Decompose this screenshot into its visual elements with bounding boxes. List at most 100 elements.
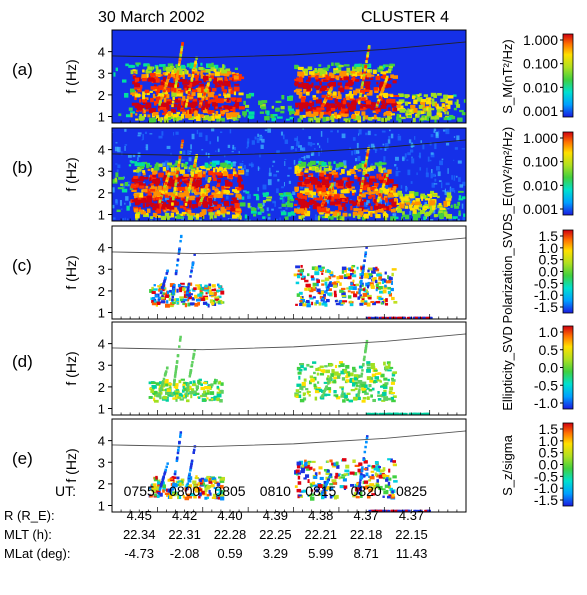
svd-cell [203,286,209,290]
streak-cell [364,162,368,166]
spectrogram-cell [203,204,209,208]
svd-cell [180,299,186,303]
svd-cell [372,381,376,384]
spectrogram-cell [221,89,225,92]
streak-cell [162,187,166,191]
noise-speck [451,175,453,180]
spectrogram-cell [329,97,333,101]
noise-speck [295,148,297,152]
svd-cell [193,484,198,489]
spectrogram-cell [375,214,381,219]
svd-cell [321,272,324,275]
svd-cell [349,303,354,307]
gyrofrequency-curve [112,41,466,59]
spectrogram-cell [317,215,321,221]
spectrogram-cell [294,189,299,193]
spectrogram-cell [353,166,357,169]
svd-cell [217,394,221,397]
spectrogram-cell [423,108,427,111]
noise-speck [441,158,444,161]
y-tick-label: 3 [98,262,105,277]
spectrogram-cell [157,163,163,168]
streak-cell [363,68,367,72]
streak-cell [361,369,364,372]
svd-cell [212,299,216,304]
spectrogram-cell [388,204,393,208]
spectrogram-cell [200,70,206,73]
streak-cell [379,193,382,197]
spectrogram-cell [341,202,346,207]
noise-speck [442,190,446,192]
svd-cell [175,389,180,392]
spectrogram-cell [185,113,191,119]
svd-cell [320,369,326,373]
noise-speck [198,132,203,137]
spectrogram-cell [172,203,179,206]
spectrogram-cell [187,96,194,99]
svd-cell [331,479,337,483]
svd-cell [364,275,370,279]
spectrogram-cell [294,186,299,191]
svd-cell [153,284,156,287]
svd-cell [198,378,202,382]
spectrogram-cell [377,73,380,78]
svd-cell [297,371,302,375]
svd-cell [298,494,302,497]
streak-cell [330,87,333,91]
streak-cell [380,187,384,191]
spectrogram-cell [368,177,375,182]
svd-cell [214,296,220,299]
streak-cell [189,369,193,372]
spectrogram-cell [148,184,152,187]
spectrogram-cell [205,97,208,100]
svd-cell [321,389,325,393]
spectrogram-cell [300,215,304,220]
spectrogram-cell [303,105,308,109]
streak-cell [163,280,166,284]
spectrogram-cell [163,91,168,94]
spectrogram-cell [339,193,344,199]
noise-speck [349,147,351,150]
noise-speck [292,191,296,196]
y-axis-label: f (Hz) [63,157,79,191]
svd-cell [353,492,358,496]
spectrogram-cell [146,195,150,200]
spectrogram-cell [308,71,314,75]
streak-cell [162,283,165,287]
spectrogram-cell [124,181,129,187]
spectrogram-cell [369,210,375,214]
svd-cell [304,279,309,283]
noise-speck [404,153,407,158]
svd-cell [384,284,387,288]
spectrogram-cell [302,68,308,72]
spectrogram-cell [429,104,432,108]
spectrogram-cell [208,63,212,68]
panel-frame [111,127,467,222]
spectrogram-cell [357,214,361,220]
spectrogram-cell [310,73,317,78]
noise-speck [229,129,232,134]
spectrogram-cell [195,77,199,82]
spectrogram-cell [177,67,183,73]
svd-cell [296,383,302,387]
svd-cell [367,464,371,467]
spectrogram-cell [424,212,431,217]
spectrogram-cell [142,203,146,208]
spectrogram-cell [331,62,334,66]
noise-speck [441,182,443,189]
spectrogram-cell [204,101,210,106]
y-tick-label: 1 [98,306,105,321]
spectrogram-cell [167,99,173,104]
svd-cell [177,481,182,484]
svd-cell [382,475,386,480]
streak-cell [171,100,175,104]
spectrogram-cell [340,108,345,114]
spectrogram-cell [162,166,167,172]
spectrogram-cell [328,191,333,196]
noise-speck [422,144,425,150]
svd-cell [302,303,307,307]
svd-cell [197,293,203,297]
spectrogram-cell [207,110,212,115]
svd-cell [162,487,166,492]
spectrogram-cell [386,98,392,103]
